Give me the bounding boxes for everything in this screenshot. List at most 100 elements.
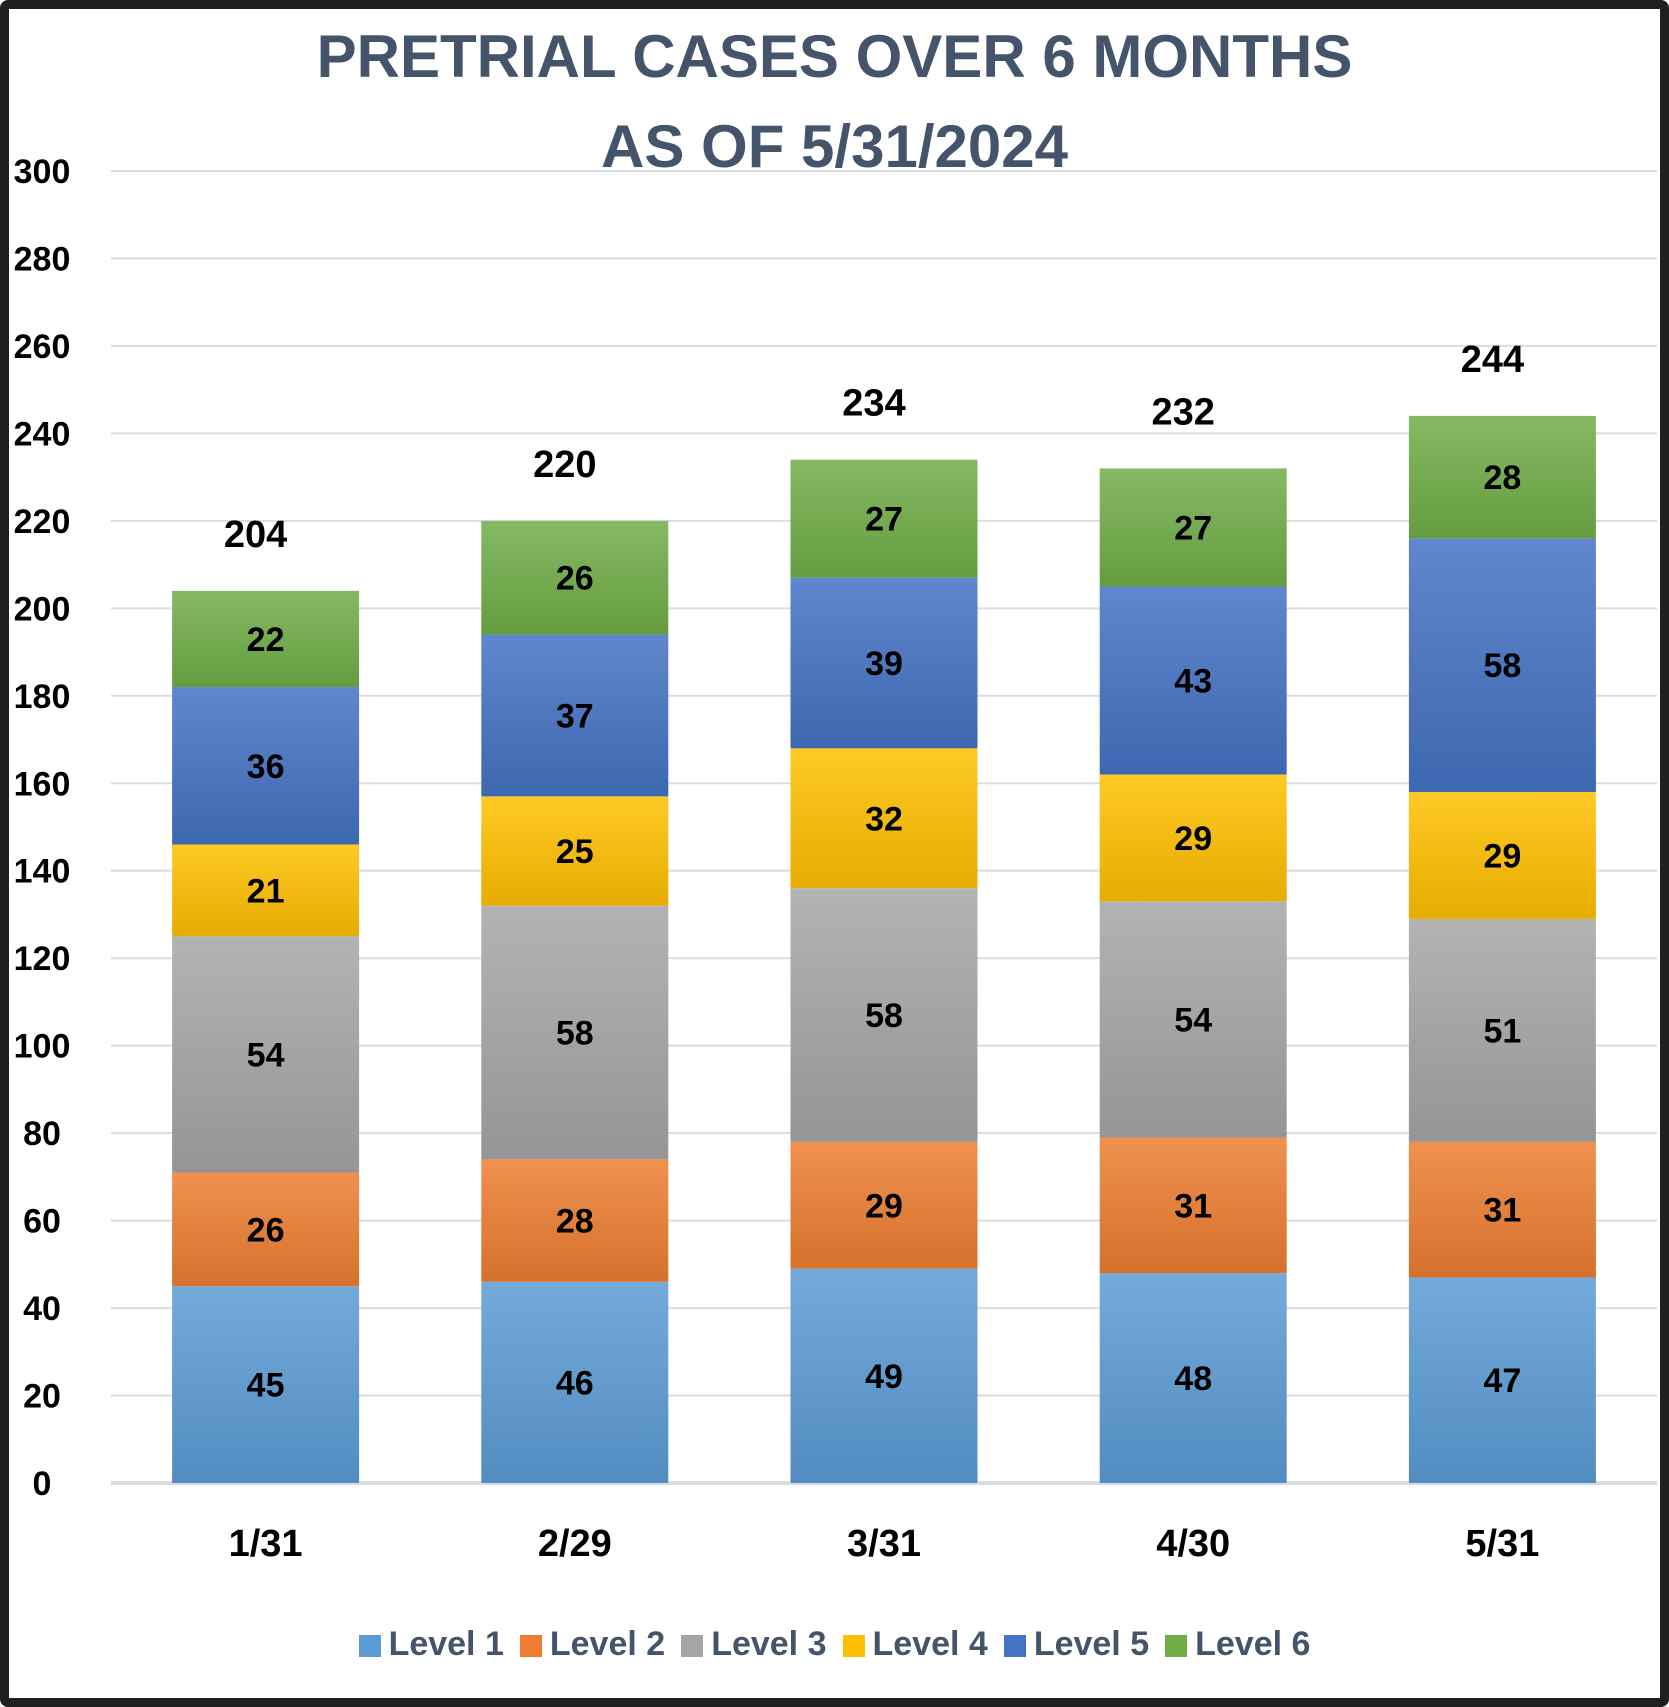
x-tick-label: 4/30 — [1156, 1523, 1230, 1565]
bar-segment — [481, 1281, 669, 1483]
chart-title: PRETRIAL CASES OVER 6 MONTHS — [316, 23, 1353, 90]
data-label: 39 — [865, 645, 903, 683]
data-label: 29 — [1174, 820, 1212, 858]
legend-item: Level 2 — [519, 1625, 666, 1664]
data-label: 28 — [1483, 459, 1521, 497]
legend-label: Level 5 — [1033, 1625, 1150, 1663]
total-label: 234 — [842, 383, 905, 425]
legend-item: Level 6 — [1165, 1625, 1310, 1664]
bar-segment — [481, 1159, 669, 1282]
y-tick-label: 280 — [14, 240, 71, 278]
data-label: 27 — [1174, 509, 1212, 547]
bar-segment — [1408, 792, 1596, 919]
bar-segment — [172, 687, 360, 845]
y-tick-label: 240 — [14, 415, 71, 453]
x-tick-label: 5/31 — [1465, 1523, 1539, 1565]
legend-label: Level 2 — [549, 1625, 666, 1663]
legend-label: Level 3 — [711, 1625, 827, 1663]
data-label: 49 — [865, 1358, 903, 1396]
data-label: 36 — [247, 748, 285, 786]
data-label: 48 — [1174, 1360, 1212, 1398]
bar-segment — [1408, 538, 1596, 793]
data-label: 58 — [865, 997, 903, 1035]
data-label: 54 — [1174, 1001, 1212, 1039]
bar-segment — [172, 844, 360, 937]
data-label: 32 — [865, 800, 903, 838]
data-label: 26 — [247, 1211, 285, 1249]
data-label: 27 — [865, 501, 903, 539]
legend-item: Level 4 — [842, 1625, 988, 1664]
bar-segment — [1099, 586, 1287, 775]
y-tick-label: 20 — [23, 1378, 61, 1416]
bar-segment — [1099, 1273, 1287, 1483]
y-tick-label: 220 — [14, 503, 71, 541]
y-tick-label: 160 — [14, 765, 71, 803]
y-tick-label: 120 — [14, 940, 71, 978]
data-label: 29 — [865, 1187, 903, 1225]
x-tick-label: 2/29 — [538, 1523, 612, 1565]
legend-label: Level 1 — [388, 1625, 504, 1663]
data-label: 25 — [556, 833, 594, 871]
bar-segment — [172, 1286, 360, 1483]
total-label: 244 — [1461, 339, 1524, 381]
bar-segment — [1408, 415, 1596, 539]
legend-swatch — [1165, 1635, 1188, 1658]
data-label: 26 — [556, 560, 594, 598]
legend-swatch — [519, 1635, 542, 1658]
bar-segment — [1099, 774, 1287, 902]
legend-swatch — [681, 1635, 704, 1658]
data-label: 29 — [1483, 837, 1521, 875]
data-label: 45 — [247, 1367, 285, 1405]
bar-segment — [790, 459, 978, 578]
data-label: 54 — [247, 1036, 285, 1074]
y-tick-label: 0 — [33, 1465, 52, 1503]
legend-label: Level 4 — [872, 1625, 988, 1663]
legend-item: Level 3 — [681, 1625, 827, 1664]
y-tick-label: 260 — [14, 328, 71, 366]
y-tick-label: 40 — [23, 1290, 61, 1328]
bar-segment — [1408, 1277, 1596, 1483]
data-label: 58 — [1483, 647, 1521, 685]
y-tick-label: 100 — [14, 1028, 71, 1066]
bar-segment — [790, 577, 978, 749]
data-label: 21 — [247, 872, 285, 910]
bar-segment — [1408, 1141, 1596, 1278]
data-label: 28 — [556, 1203, 594, 1241]
bar-segment — [172, 936, 360, 1173]
bar-segment — [481, 634, 669, 797]
legend-swatch — [842, 1635, 865, 1658]
y-tick-label: 200 — [14, 590, 71, 628]
bar-segment — [1099, 468, 1287, 587]
total-label: 232 — [1151, 391, 1214, 433]
data-label: 58 — [556, 1015, 594, 1053]
legend-label: Level 6 — [1195, 1625, 1311, 1663]
bar-segment — [172, 590, 360, 688]
bar-segment — [790, 748, 978, 889]
legend-swatch — [358, 1635, 381, 1658]
bar-segment — [172, 1172, 360, 1287]
bar-segment — [481, 905, 669, 1160]
data-label: 46 — [556, 1364, 594, 1402]
bar-segment — [1099, 901, 1287, 1138]
y-tick-label: 80 — [23, 1115, 61, 1153]
x-tick-label: 1/31 — [229, 1523, 303, 1565]
chart-subtitle: AS OF 5/31/2024 — [601, 113, 1068, 180]
bar-segment — [1099, 1137, 1287, 1274]
legend-swatch — [1003, 1635, 1026, 1658]
bar-segment — [481, 796, 669, 906]
bar-segment — [790, 1141, 978, 1269]
data-label: 31 — [1174, 1187, 1212, 1225]
data-label: 43 — [1174, 662, 1212, 700]
bar-segment — [790, 1268, 978, 1483]
y-tick-label: 60 — [23, 1203, 61, 1241]
bar-segment — [790, 888, 978, 1142]
y-tick-label: 180 — [14, 678, 71, 716]
bar-segment — [1408, 918, 1596, 1142]
y-tick-label: 300 — [14, 153, 71, 191]
y-tick-label: 140 — [14, 853, 71, 891]
data-label: 31 — [1483, 1192, 1521, 1230]
x-tick-label: 3/31 — [847, 1523, 921, 1565]
data-label: 47 — [1483, 1362, 1521, 1400]
